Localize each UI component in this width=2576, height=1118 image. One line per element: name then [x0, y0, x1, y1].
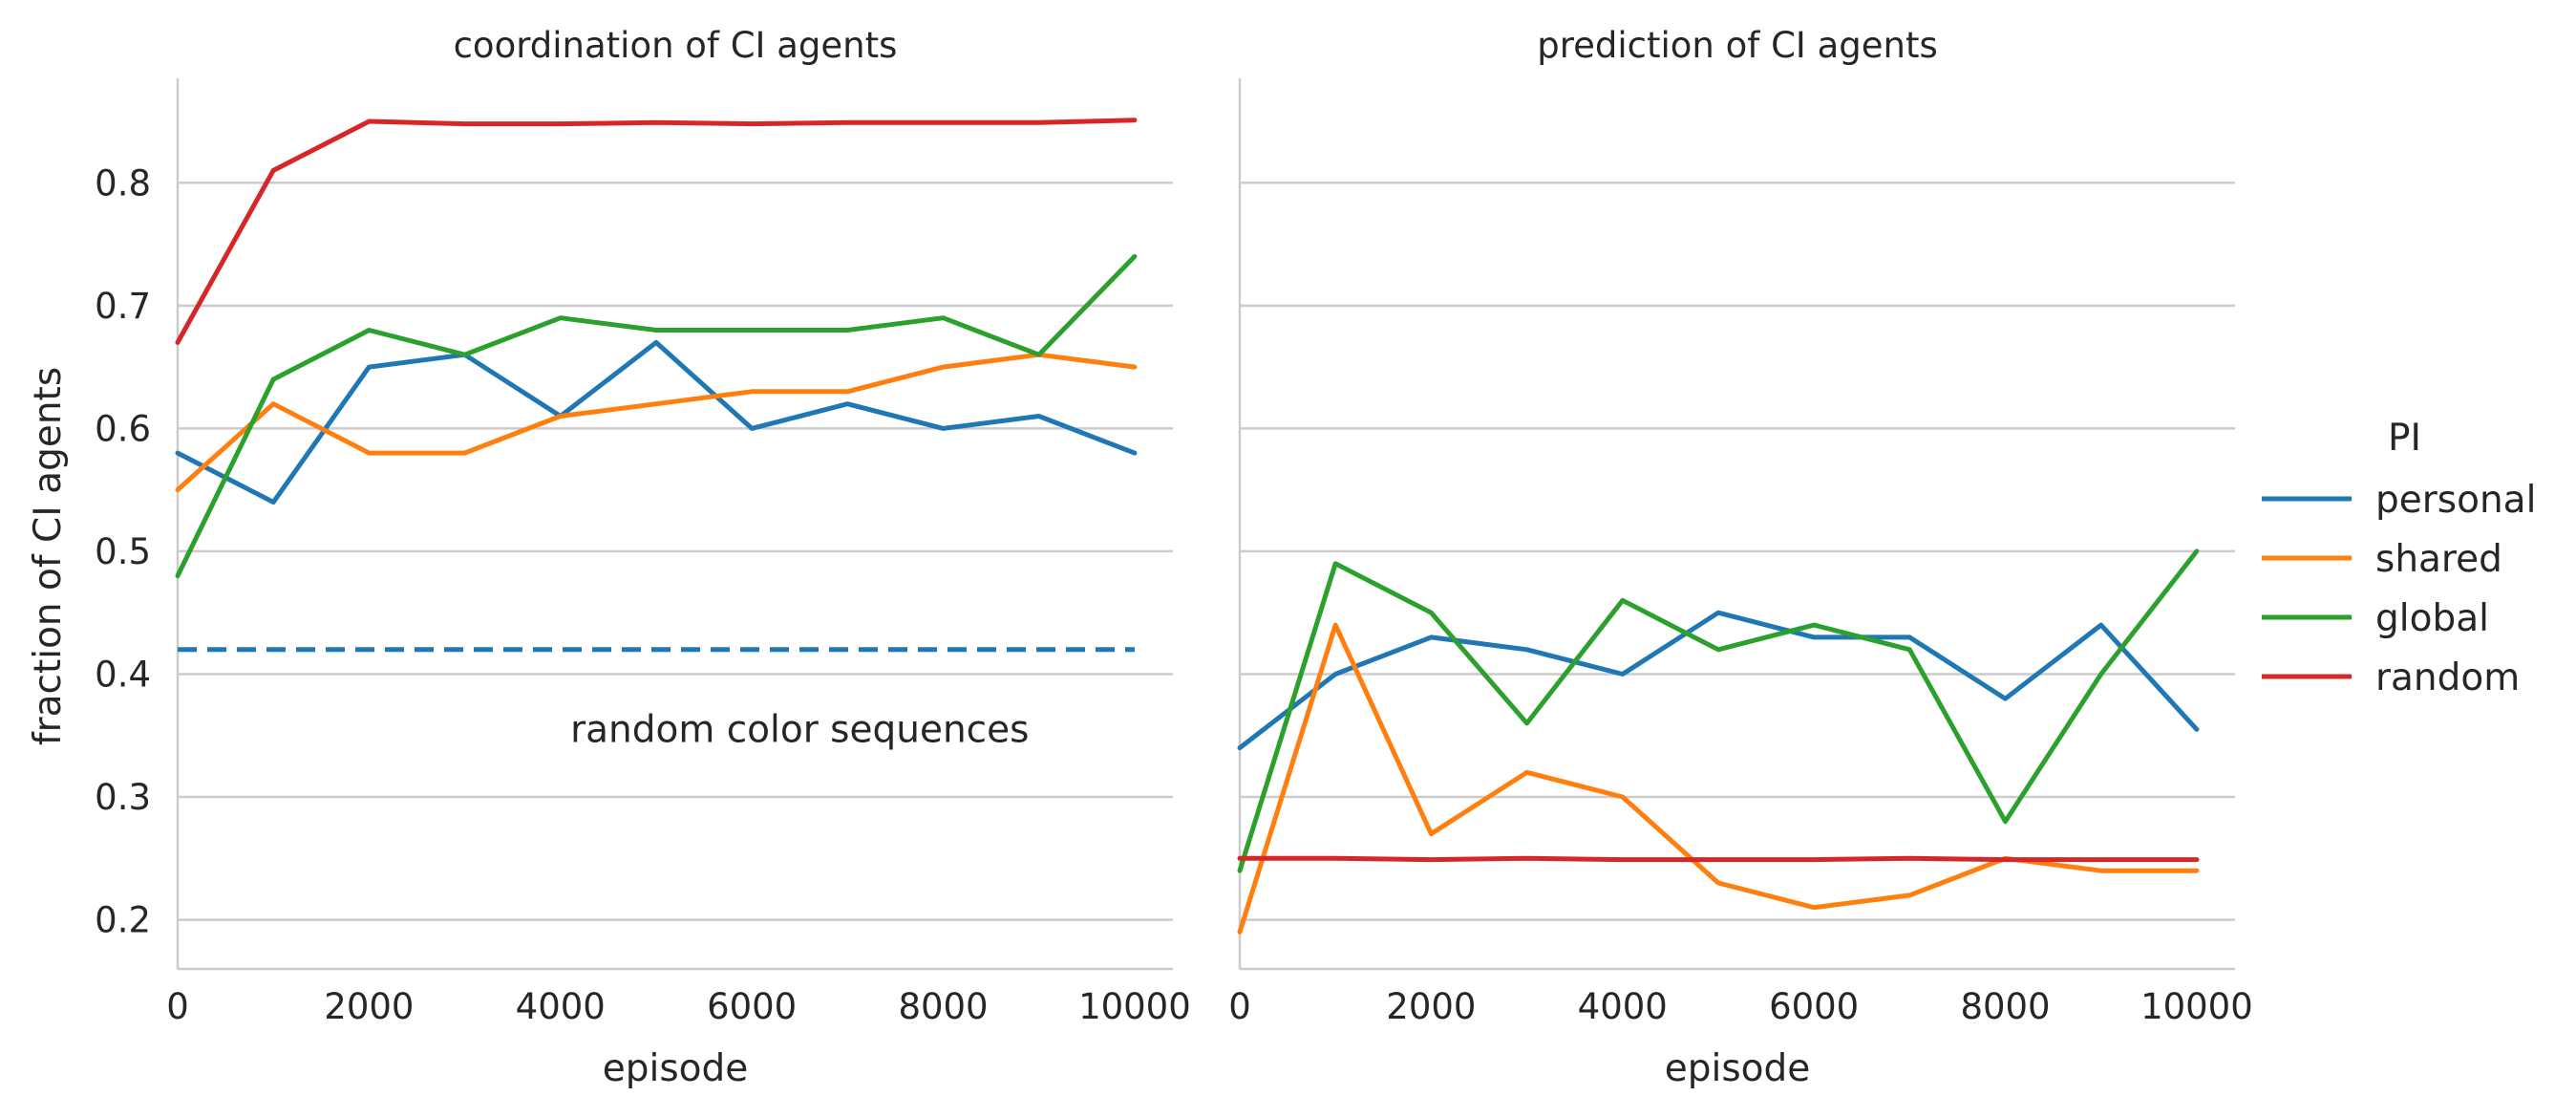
legend-label-global: global: [2375, 597, 2489, 640]
x-tick-label: 6000: [707, 986, 797, 1027]
panel-title: prediction of CI agents: [1537, 25, 1937, 66]
panel-prediction: 0 2000 4000 6000 8000 10000 prediction of CI …: [1228, 25, 2253, 1090]
series-line-shared: [175, 352, 1138, 493]
x-tick-label: 2000: [1386, 986, 1476, 1027]
x-tick-labels: 0 2000 4000 6000 8000 10000: [1228, 986, 2253, 1027]
grid-lines: [178, 182, 1173, 921]
y-tick-label: 0.2: [95, 900, 151, 941]
series-line-global: [175, 253, 1138, 579]
x-tick-label: 10000: [2140, 986, 2253, 1027]
panel-title: coordination of CI agents: [454, 25, 898, 66]
x-tick-label: 10000: [1078, 986, 1191, 1027]
x-axis-label: episode: [603, 1047, 749, 1090]
legend: PI personal shared global random: [2262, 417, 2536, 699]
panel-coordination: 0 2000 4000 6000 8000 10000 0.20.30.40.50.60.…: [27, 25, 1191, 1090]
series-line-random: [175, 118, 1138, 345]
x-tick-label: 0: [166, 986, 189, 1027]
series-line-shared: [1237, 622, 2200, 935]
x-tick-label: 2000: [324, 986, 414, 1027]
y-tick-label: 0.3: [95, 777, 151, 818]
grid-lines: [1240, 182, 2235, 921]
y-axis-label: fraction of CI agents: [27, 367, 70, 745]
legend-label-shared: shared: [2375, 538, 2502, 581]
legend-label-random: random: [2375, 656, 2520, 699]
x-tick-label: 4000: [1578, 986, 1668, 1027]
legend-entries: personal shared global random: [2262, 479, 2536, 699]
y-tick-label: 0.8: [95, 162, 151, 204]
series-line-personal: [175, 339, 1138, 505]
series-layer: [175, 118, 1138, 579]
x-tick-label: 4000: [516, 986, 606, 1027]
x-tick-label: 6000: [1769, 986, 1859, 1027]
x-axis-label: episode: [1665, 1047, 1811, 1090]
y-tick-label: 0.4: [95, 654, 151, 695]
y-tick-label: 0.7: [95, 286, 151, 327]
series-layer: [1237, 548, 2200, 935]
series-line-personal: [1237, 610, 2200, 751]
x-tick-label: 0: [1228, 986, 1251, 1027]
x-tick-label: 8000: [1960, 986, 2050, 1027]
x-tick-label: 8000: [898, 986, 988, 1027]
annotation-random-color-sequences: random color sequences: [570, 708, 1029, 751]
legend-title: PI: [2388, 417, 2421, 460]
x-tick-labels: 0 2000 4000 6000 8000 10000: [166, 986, 1191, 1027]
series-line-random: [1237, 855, 2200, 863]
legend-label-personal: personal: [2375, 479, 2536, 522]
series-line-global: [1237, 548, 2200, 873]
y-tick-label: 0.6: [95, 408, 151, 449]
y-tick-labels: 0.2 0.3 0.4 0.5 0.6 0.7 0.8: [95, 162, 151, 940]
y-tick-label: 0.5: [95, 531, 151, 572]
